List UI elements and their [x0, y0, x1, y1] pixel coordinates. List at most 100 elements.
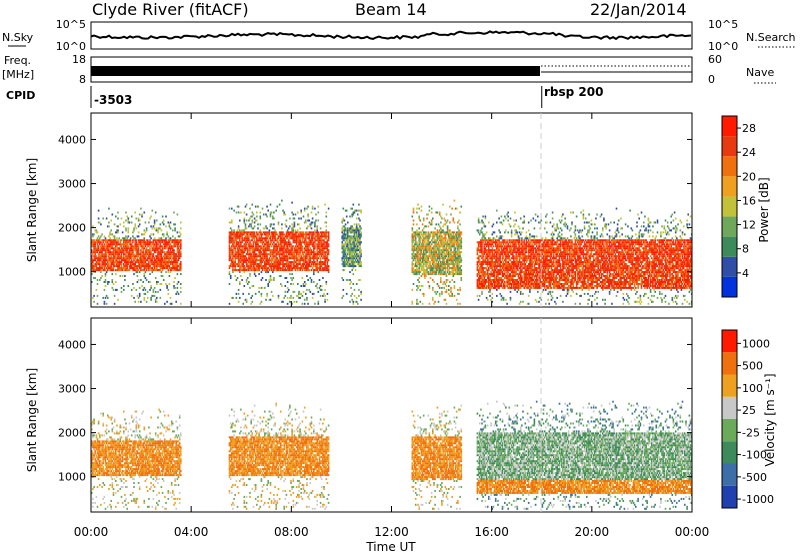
heatmap-cell: [113, 235, 116, 238]
heatmap-cell: [100, 265, 102, 268]
heatmap-cell: [165, 271, 167, 274]
heatmap-cell: [259, 231, 262, 234]
heatmap-cell: [419, 231, 422, 234]
heatmap-cell: [245, 300, 248, 303]
heatmap-cell: [103, 253, 106, 256]
heatmap-cell: [290, 269, 292, 272]
heatmap-cell: [157, 247, 159, 250]
heatmap-cell: [440, 251, 442, 254]
heatmap-cell: [176, 286, 179, 289]
heatmap-cell: [343, 235, 346, 238]
heatmap-cell: [272, 249, 274, 252]
heatmap-cell: [412, 267, 415, 270]
heatmap-cell: [154, 300, 157, 303]
heatmap-cell: [112, 269, 115, 272]
heatmap-cell: [307, 251, 309, 254]
heatmap-cell: [432, 259, 434, 262]
heatmap-cell: [108, 265, 110, 268]
heatmap-cell: [476, 229, 479, 232]
heatmap-cell: [285, 251, 288, 254]
heatmap-cell: [285, 263, 288, 266]
heatmap-cell: [146, 267, 149, 270]
heatmap-cell: [352, 241, 355, 244]
heatmap-cell: [314, 233, 316, 236]
heatmap-cell: [262, 231, 265, 234]
heatmap-cell: [422, 227, 425, 230]
heatmap-cell: [110, 261, 112, 264]
heatmap-cell: [317, 219, 320, 222]
heatmap-cell: [268, 279, 271, 281]
heatmap-cell: [325, 233, 328, 236]
heatmap-cell: [108, 221, 110, 224]
heatmap-cell: [319, 253, 322, 256]
heatmap-cell: [148, 251, 150, 254]
heatmap-cell: [265, 213, 267, 216]
heatmap-cell: [353, 241, 356, 244]
heatmap-cell: [325, 229, 328, 232]
heatmap-cell: [428, 265, 431, 268]
heatmap-cell: [326, 259, 329, 262]
heatmap-cell: [110, 243, 112, 246]
heatmap-cell: [176, 259, 179, 262]
heatmap-cell: [448, 249, 450, 252]
heatmap-cell: [123, 237, 125, 240]
heatmap-cell: [433, 269, 435, 272]
heatmap-cell: [96, 231, 99, 234]
heatmap-cell: [141, 259, 143, 262]
heatmap-cell: [246, 253, 249, 256]
heatmap-cell: [134, 239, 136, 242]
heatmap-cell: [421, 223, 424, 226]
heatmap-cell: [419, 253, 422, 256]
heatmap-cell: [108, 267, 110, 270]
heatmap-cell: [161, 257, 164, 260]
heatmap-cell: [480, 269, 482, 272]
heatmap-cell: [484, 243, 487, 246]
heatmap-cell: [270, 269, 273, 272]
heatmap-cell: [168, 245, 171, 248]
heatmap-cell: [169, 302, 172, 305]
heatmap-cell: [496, 251, 498, 254]
heatmap-cell: [92, 251, 94, 254]
heatmap-cell: [313, 251, 315, 254]
heatmap-cell: [345, 233, 348, 236]
heatmap-cell: [128, 269, 131, 272]
heatmap-cell: [253, 253, 256, 256]
heatmap-cell: [272, 269, 274, 272]
heatmap-cell: [164, 265, 166, 268]
heatmap-cell: [295, 237, 298, 240]
heatmap-cell: [291, 261, 293, 264]
heatmap-cell: [358, 235, 360, 238]
heatmap-cell: [266, 241, 268, 244]
heatmap-cell: [451, 207, 453, 210]
heatmap-cell: [242, 257, 244, 260]
heatmap-cell: [161, 259, 164, 262]
heatmap-cell: [154, 251, 157, 254]
heatmap-cell: [286, 245, 289, 248]
heatmap-cell: [160, 259, 163, 262]
heatmap-cell: [273, 247, 275, 250]
heatmap-cell: [455, 261, 458, 264]
heatmap-cell: [426, 235, 428, 238]
heatmap-cell: [149, 243, 151, 246]
heatmap-cell: [440, 233, 442, 236]
heatmap-cell: [430, 265, 433, 268]
heatmap-cell: [436, 239, 439, 242]
heatmap-cell: [414, 261, 417, 264]
heatmap-cell: [127, 259, 130, 262]
heatmap-cell: [357, 247, 359, 250]
heatmap-cell: [133, 267, 135, 270]
heatmap-cell: [239, 283, 241, 285]
heatmap-cell: [490, 273, 492, 276]
heatmap-cell: [256, 249, 258, 252]
heatmap-cell: [251, 269, 254, 272]
heatmap-cell: [493, 261, 496, 264]
heatmap-cell: [437, 300, 440, 303]
heatmap-cell: [357, 259, 359, 262]
heatmap-cell: [450, 241, 452, 244]
heatmap-cell: [110, 265, 112, 268]
heatmap-cell: [250, 302, 252, 305]
heatmap-cell: [281, 267, 283, 270]
heatmap-cell: [156, 261, 158, 264]
heatmap-cell: [110, 229, 112, 232]
heatmap-cell: [119, 245, 122, 248]
